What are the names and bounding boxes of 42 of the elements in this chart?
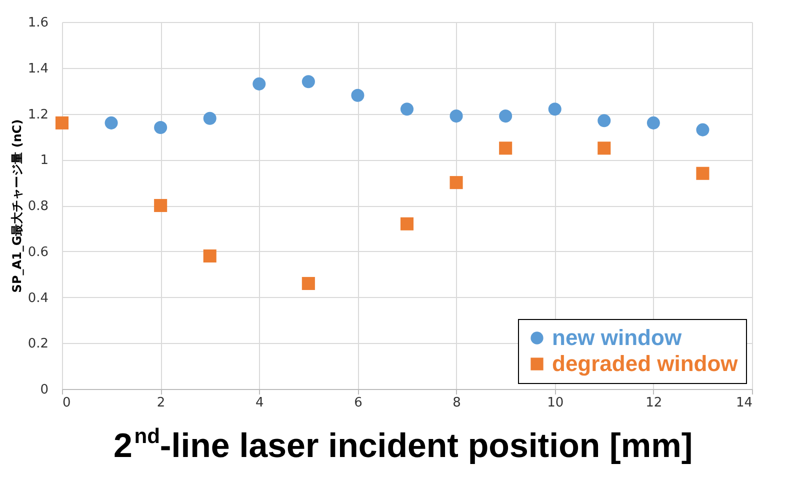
- point: [598, 114, 611, 128]
- point: [203, 249, 216, 262]
- point: [302, 75, 315, 88]
- x-tick-label: 2: [156, 396, 166, 410]
- x-tick-label: 8: [452, 396, 461, 410]
- point: [400, 102, 414, 116]
- x-tick-label: 14: [736, 396, 752, 410]
- point: [499, 110, 512, 123]
- point: [646, 116, 660, 130]
- point: [548, 102, 562, 116]
- point: [696, 123, 710, 136]
- x-tick-label: 12: [646, 396, 662, 410]
- point: [450, 176, 463, 190]
- y-tick-label: 0.2: [28, 336, 48, 352]
- y-tick-label: 0.8: [28, 199, 48, 214]
- point: [598, 142, 611, 155]
- point: [302, 276, 315, 290]
- x-tick-label: 4: [256, 396, 264, 410]
- point: [154, 198, 168, 212]
- point: [203, 112, 216, 125]
- x-tick-label: 10: [547, 396, 564, 410]
- point: [154, 121, 168, 134]
- y-tick-label: 1.4: [28, 61, 48, 76]
- point: [252, 77, 266, 90]
- point: [55, 116, 69, 130]
- point: [400, 217, 414, 230]
- legend-label: new window: [552, 325, 682, 350]
- y-tick-label: 1.6: [28, 16, 48, 30]
- legend-label: degraded window: [552, 351, 739, 376]
- y-tick-label: 0.4: [28, 290, 48, 306]
- y-tick-label: 1.2: [28, 107, 48, 122]
- point: [499, 142, 512, 155]
- y-tick-label: 0: [40, 382, 48, 398]
- x-tick-label: 0: [62, 396, 71, 410]
- y-axis-title: SP_A1_G最大チャージ量 (nC): [10, 119, 24, 293]
- y-tick-label: 1: [40, 153, 48, 168]
- point: [351, 88, 364, 102]
- point: [450, 110, 463, 123]
- point: [696, 166, 710, 180]
- x-tick-label: 6: [354, 396, 362, 410]
- y-tick-label: 0.6: [28, 244, 48, 260]
- point: [104, 116, 118, 130]
